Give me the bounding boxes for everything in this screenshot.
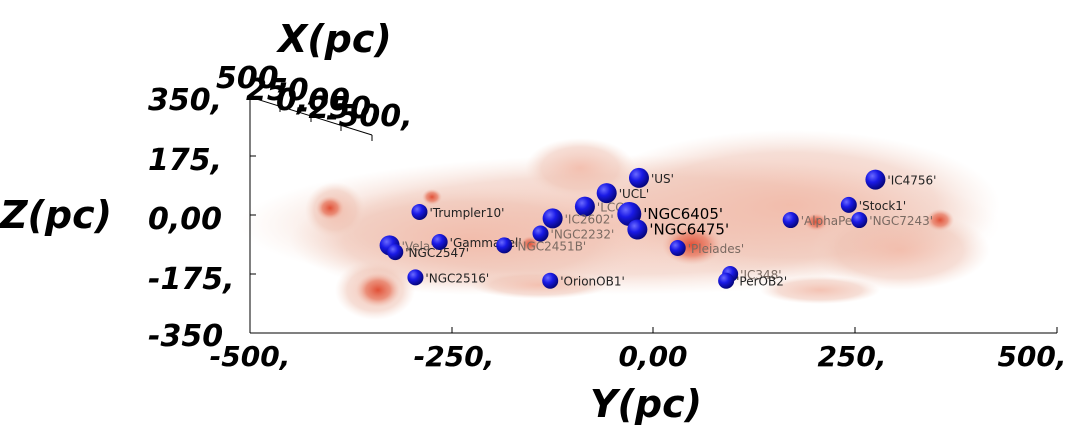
cluster-label: 'NGC2516'	[425, 271, 489, 285]
cluster-point	[407, 269, 424, 286]
depth-axis-title: X(pc)	[276, 17, 392, 61]
y-axis-title: Z(pc)	[0, 193, 112, 237]
x-tick-label: 0,00	[618, 340, 687, 373]
x-tick-label: 250,	[817, 340, 886, 373]
cluster-label: 'Pleiades'	[688, 242, 745, 256]
cluster-point	[718, 272, 735, 289]
cluster-point	[496, 237, 513, 254]
cluster-point	[628, 167, 649, 188]
cluster-label: 'IC2602'	[565, 212, 614, 226]
cluster-point	[840, 196, 857, 213]
x-tick-label: -250,	[414, 340, 495, 373]
x-tick-label: 500,	[997, 340, 1066, 373]
cluster-point	[542, 208, 563, 229]
depth-tick-label: 500,	[216, 61, 290, 96]
cluster-label: 'Vela'	[402, 239, 434, 253]
depth-tick-label: 0,00	[276, 83, 350, 118]
cluster-label: 'UCL'	[619, 187, 649, 201]
cluster-label: 'IC348'	[740, 268, 781, 282]
depth-tick-label: -500,	[326, 99, 412, 134]
cluster-point	[431, 233, 448, 250]
x-axis-title: Y(pc)	[590, 382, 702, 426]
cluster-point	[532, 225, 549, 242]
x-tick-label: -500,	[210, 340, 291, 373]
cluster-label: 'NGC2232'	[551, 228, 615, 242]
y-tick-label: -175,	[148, 262, 234, 297]
cluster-point	[387, 244, 404, 261]
cluster-point	[782, 212, 799, 229]
y-tick-label: 0,00	[148, 202, 222, 237]
cluster-point	[851, 212, 868, 229]
cluster-label: 'NGC6405'	[643, 205, 723, 223]
cluster-label: 'US'	[651, 172, 674, 186]
cluster-label: 'IC4756'	[887, 174, 936, 188]
cluster-point	[627, 219, 648, 240]
cluster-label: 'NGC2547'	[405, 246, 469, 260]
cluster-label: 'AlphaPer'	[801, 214, 861, 228]
depth-tick-label: -250,	[296, 91, 382, 126]
cluster-label: 'NGC2451B'	[514, 239, 586, 253]
depth-tick-label: 250,	[246, 73, 320, 108]
cluster-point	[411, 203, 428, 220]
plot-axes: 350, 175, 0,00 -175, -350 -500, -250, 0,…	[0, 83, 1067, 426]
cluster-point	[596, 183, 617, 204]
cluster-label: 'Trumpler10'	[429, 206, 504, 220]
cluster-markers: 'US''UCL''LCC''IC2602' 'NGC6405''NGC6475'…	[379, 167, 936, 289]
cluster-point	[542, 272, 559, 289]
cluster-point	[669, 240, 686, 257]
cluster-label: 'NGC6475'	[649, 220, 729, 238]
cluster-point	[865, 169, 886, 190]
cluster-label: 'PerOB2'	[736, 275, 787, 289]
y-tick-label: 350,	[148, 83, 222, 118]
y-tick-label: -350	[148, 319, 223, 354]
cluster-label: 'Stock1'	[859, 199, 906, 213]
cluster-label: 'NGC7243'	[869, 214, 933, 228]
cluster-point	[574, 196, 595, 217]
depth-axis: X(pc) 500, 250, 0,00 -250, -500,	[216, 17, 412, 141]
cluster-label: 'OrionOB1'	[560, 275, 625, 289]
y-tick-label: 175,	[148, 143, 222, 178]
